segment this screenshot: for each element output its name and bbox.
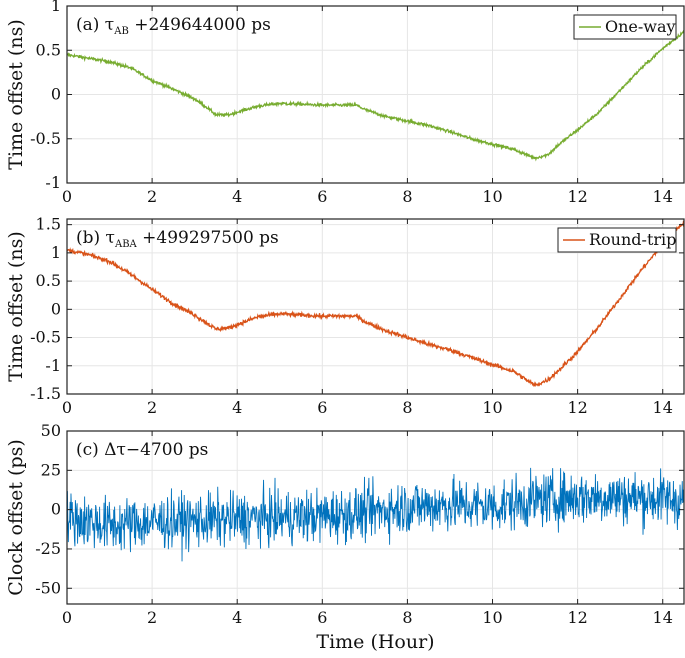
y-tick-label: 1.5: [36, 215, 61, 234]
panel-1: 0 2 4 6 8 10 12 14 -1.5 -1 -0.5 0 0.5 1 1.5 Time offset…: [5, 215, 685, 417]
x-axis-label: Time (Hour): [316, 631, 434, 653]
x-tick-label: 6: [317, 398, 327, 417]
x-tick-label: 8: [402, 187, 412, 206]
x-tick-label: 12: [567, 398, 587, 417]
x-tick-label: 2: [147, 608, 157, 627]
x-tick-label: 4: [232, 398, 242, 417]
annotation-subscript: AB: [113, 26, 129, 37]
plot-frame: [66, 218, 685, 395]
x-tick-label: 0: [62, 608, 72, 627]
y-tick-label: -1.5: [30, 384, 61, 403]
x-tick-label: 6: [317, 187, 327, 206]
y-tick-label: 1: [51, 243, 61, 262]
x-tick-label: 2: [147, 398, 157, 417]
y-tick-label: -1: [45, 356, 61, 375]
x-tick-label: 14: [653, 608, 673, 627]
panel-annotation: (a) τAB +249644000 ps: [76, 15, 271, 37]
x-tick-label: 14: [653, 187, 673, 206]
series-line: [67, 220, 684, 388]
panel-annotation: (b) τABA +499297500 ps: [76, 228, 279, 250]
x-tick-label: 10: [482, 608, 502, 627]
x-tick-label: 8: [402, 608, 412, 627]
annotation-subscript: ABA: [114, 239, 138, 250]
x-tick-label: 12: [567, 187, 587, 206]
x-tick-label: 4: [232, 608, 242, 627]
y-tick-label: 0: [51, 85, 61, 104]
x-tick-label: 0: [62, 187, 72, 206]
y-tick-label: 0: [51, 299, 61, 318]
panel-annotation: (c) Δτ−4700 ps: [76, 440, 208, 460]
x-tick-label: 4: [232, 187, 242, 206]
x-tick-label: 10: [482, 187, 502, 206]
y-tick-label: 0.5: [36, 271, 61, 290]
x-tick-label: 6: [317, 608, 327, 627]
y-tick-label: 0: [51, 500, 61, 519]
y-axis-label: Time offset (ns): [5, 19, 27, 169]
annotation-text: (b) τ: [76, 228, 115, 248]
annotation-tail: +499297500 ps: [137, 228, 279, 248]
x-tick-label: 2: [147, 187, 157, 206]
panel-0: 0 2 4 6 8 10 12 14 -1 -0.5 0 0.5 1 Time offset (ns) (a…: [5, 0, 685, 206]
y-tick-label: 0.5: [36, 40, 61, 59]
annotation-text: (c) Δτ−4700 ps: [76, 440, 208, 460]
annotation-text: (a) τ: [76, 15, 114, 35]
y-tick-label: -25: [35, 539, 61, 558]
y-tick-label: -50: [35, 578, 61, 597]
panel-2: 0 2 4 6 8 10 12 14 -50 -25 0 25 50 Clock offset (ps) T…: [5, 421, 685, 653]
series-line: [67, 467, 684, 562]
legend-label: Round-trip: [589, 230, 676, 249]
y-tick-label: 1: [51, 0, 61, 15]
y-tick-label: 25: [41, 460, 61, 479]
y-axis-label: Time offset (ns): [5, 231, 27, 381]
x-tick-label: 8: [402, 398, 412, 417]
x-tick-label: 14: [653, 398, 673, 417]
y-tick-label: -0.5: [30, 328, 61, 347]
x-tick-label: 0: [62, 398, 72, 417]
y-axis-label: Clock offset (ps): [5, 439, 27, 596]
y-tick-label: -0.5: [30, 129, 61, 148]
y-tick-label: 50: [41, 421, 61, 440]
series-line: [67, 30, 684, 162]
annotation-tail: +249644000 ps: [129, 15, 271, 35]
x-tick-label: 12: [567, 608, 587, 627]
y-tick-label: -1: [45, 173, 61, 192]
legend-label: One-way: [605, 17, 676, 36]
plot-frame: [66, 430, 685, 605]
x-tick-label: 10: [482, 398, 502, 417]
